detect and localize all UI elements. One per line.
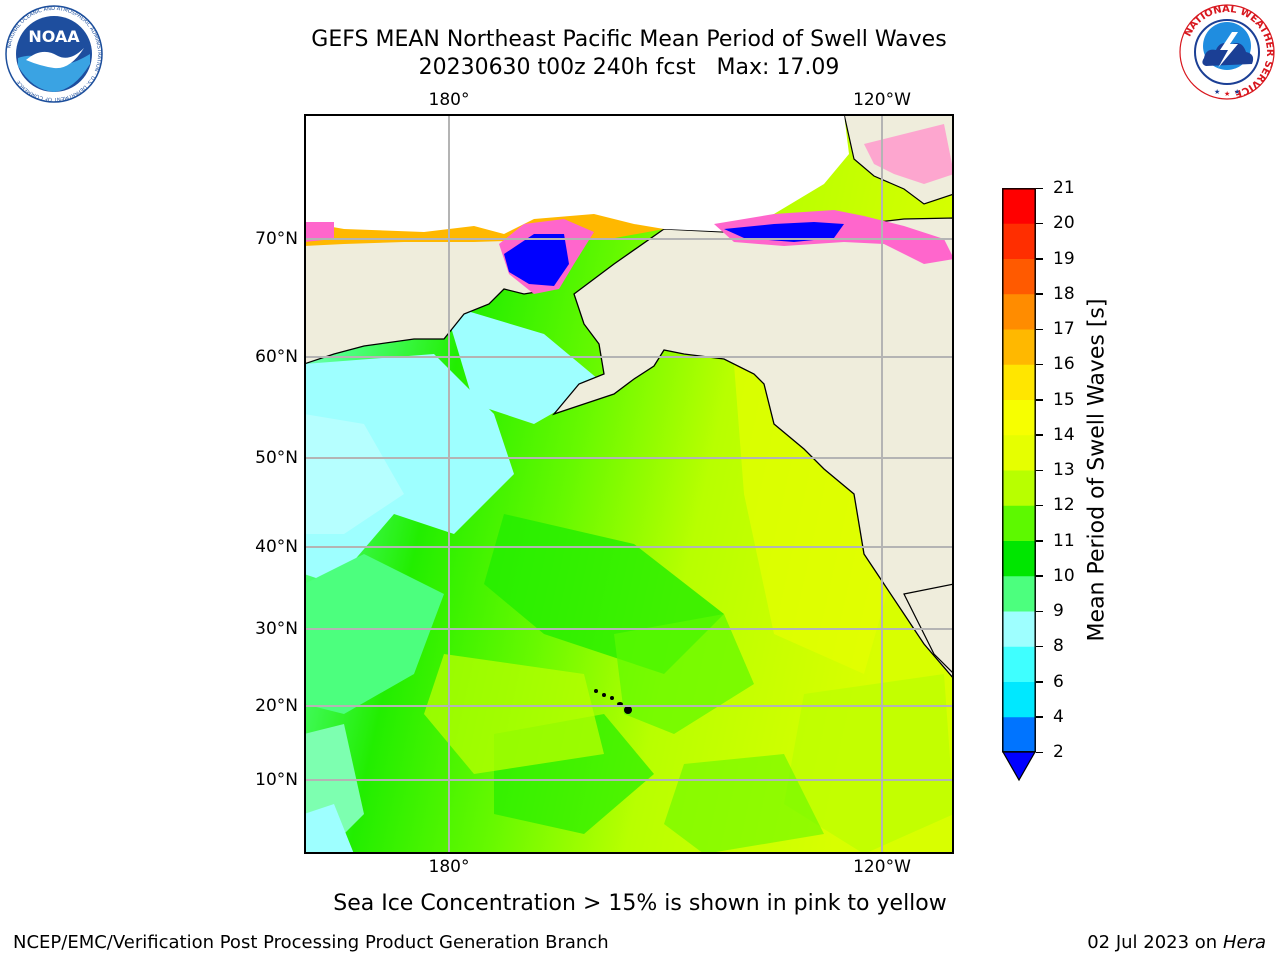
lat-label-20n: 20°N (255, 696, 298, 716)
colorbar (1002, 188, 1036, 782)
lat-label-50n: 50°N (255, 448, 298, 468)
colorbar-tick-label: 20 (1053, 213, 1075, 234)
ice-blue-chukchi (504, 234, 569, 286)
colorbar-segment-17-18 (1002, 293, 1036, 330)
colorbar-segment-18-19 (1002, 258, 1036, 295)
colorbar-tick-mark (1036, 751, 1043, 753)
patch-yellow-west (424, 654, 604, 774)
lon-label-top-180: 180° (428, 90, 470, 110)
patch-low-period-west (304, 354, 514, 584)
colorbar-tick-label: 10 (1053, 565, 1075, 586)
colorbar-segment-20-21 (1002, 188, 1036, 224)
footer-date-text: 02 Jul 2023 on (1087, 932, 1223, 953)
colorbar-tick-mark (1036, 363, 1043, 366)
chart-title: GEFS MEAN Northeast Pacific Mean Period … (311, 27, 947, 52)
lon-label-top-120w: 120°W (853, 90, 911, 110)
graticule (304, 114, 954, 854)
colorbar-tick-mark (1036, 716, 1043, 718)
patch-west-mid (304, 554, 444, 714)
footer-host: Hera (1222, 932, 1266, 953)
colorbar-tick-label: 2 (1053, 742, 1064, 762)
colorbar-tick-mark (1036, 399, 1043, 401)
colorbar-border (1002, 188, 1036, 753)
colorbar-segment-15-16 (1002, 364, 1036, 400)
colorbar-tick-label: 21 (1053, 178, 1075, 198)
colorbar-under-triangle (1002, 751, 1036, 782)
nws-logo: NATIONAL WEATHER SERVICE ★ ★ ★ (1176, 2, 1278, 102)
ice-pink-west (304, 222, 334, 242)
map-border (304, 114, 954, 854)
colorbar-segment-14-15 (1002, 399, 1036, 436)
colorbar-tick-mark (1036, 434, 1043, 436)
colorbar-segment-13-14 (1002, 434, 1036, 471)
lon-label-bottom-120w: 120°W (853, 857, 911, 877)
swell-period-map (304, 114, 954, 854)
colorbar-segment-6-8 (1002, 646, 1036, 682)
patch-low-period-sw-corner (304, 804, 354, 854)
lon-label-bottom-180: 180° (428, 857, 470, 877)
colorbar-tick-label: 14 (1053, 424, 1075, 445)
colorbar-tick-mark (1036, 645, 1043, 648)
colorbar-segment-16-17 (1002, 329, 1036, 365)
colorbar-segment-19-20 (1002, 223, 1036, 259)
colorbar-tick-mark (1036, 293, 1043, 295)
ice-pink-archipelago (864, 124, 954, 184)
colorbar-tick-mark (1036, 540, 1043, 542)
colorbar-tick-mark (1036, 258, 1043, 260)
ice-blue-beaufort (724, 222, 844, 242)
colorbar-tick-mark (1036, 575, 1043, 577)
colorbar-tick-mark (1036, 222, 1043, 225)
footer-credit: NCEP/EMC/Verification Post Processing Pr… (13, 932, 609, 953)
colorbar-tick-mark (1036, 504, 1043, 507)
lat-label-10n: 10°N (255, 770, 298, 790)
colorbar-tick-label: 17 (1053, 319, 1075, 339)
lat-label-40n: 40°N (255, 537, 298, 557)
colorbar-tick-label: 13 (1053, 460, 1075, 480)
patch-low-period-far-west (304, 414, 404, 534)
colorbar-tick-mark (1036, 187, 1043, 189)
colorbar-tick-label: 9 (1053, 601, 1064, 621)
lat-label-30n: 30°N (255, 619, 298, 639)
colorbar-tick-label: 18 (1053, 283, 1075, 304)
noaa-logo: NOAA NATIONAL OCEANIC AND ATMOSPHERIC AD… (4, 4, 104, 104)
colorbar-segment-2-4 (1002, 716, 1036, 753)
arctic-white (304, 114, 849, 240)
colorbar-title: Mean Period of Swell Waves [s] (1084, 298, 1110, 642)
sea-ice-caption: Sea Ice Concentration > 15% is shown in … (333, 891, 947, 916)
patch-bering-low-period (444, 304, 604, 424)
svg-text:★: ★ (1234, 88, 1240, 96)
chart-subtitle: 20230630 t00z 240h fcst Max: 17.09 (418, 55, 840, 80)
colorbar-tick-label: 15 (1053, 389, 1075, 410)
patch-central-south (614, 614, 754, 734)
colorbar-tick-label: 6 (1053, 671, 1064, 692)
colorbar-segment-8-9 (1002, 611, 1036, 647)
colorbar-tick-mark (1036, 610, 1043, 612)
colorbar-tick-label: 11 (1053, 530, 1075, 551)
colorbar-tick-mark (1036, 681, 1043, 683)
colorbar-tick-label: 19 (1053, 248, 1075, 269)
colorbar-tick-label: 12 (1053, 495, 1075, 516)
colorbar-segment-12-13 (1002, 470, 1036, 506)
colorbar-tick-label: 8 (1053, 636, 1064, 657)
lat-label-60n: 60°N (255, 347, 298, 367)
noaa-logo-text: NOAA (28, 27, 80, 46)
colorbar-segments (1002, 188, 1036, 753)
colorbar-segment-11-12 (1002, 505, 1036, 541)
colorbar-segment-4-6 (1002, 681, 1036, 718)
colorbar-tick-mark (1036, 469, 1043, 471)
footer-date: 02 Jul 2023 on Hera (1087, 933, 1266, 953)
svg-text:★: ★ (1224, 90, 1230, 98)
colorbar-segment-10-11 (1002, 540, 1036, 577)
swell-period-patches (304, 304, 954, 854)
patch-east-south (784, 674, 954, 854)
colorbar-tick-mark (1036, 328, 1043, 330)
colorbar-segment-9-10 (1002, 575, 1036, 612)
colorbar-tick-label: 16 (1053, 354, 1075, 375)
lat-label-70n: 70°N (255, 229, 298, 249)
svg-text:★: ★ (1214, 88, 1220, 96)
colorbar-tick-label: 4 (1053, 706, 1064, 727)
